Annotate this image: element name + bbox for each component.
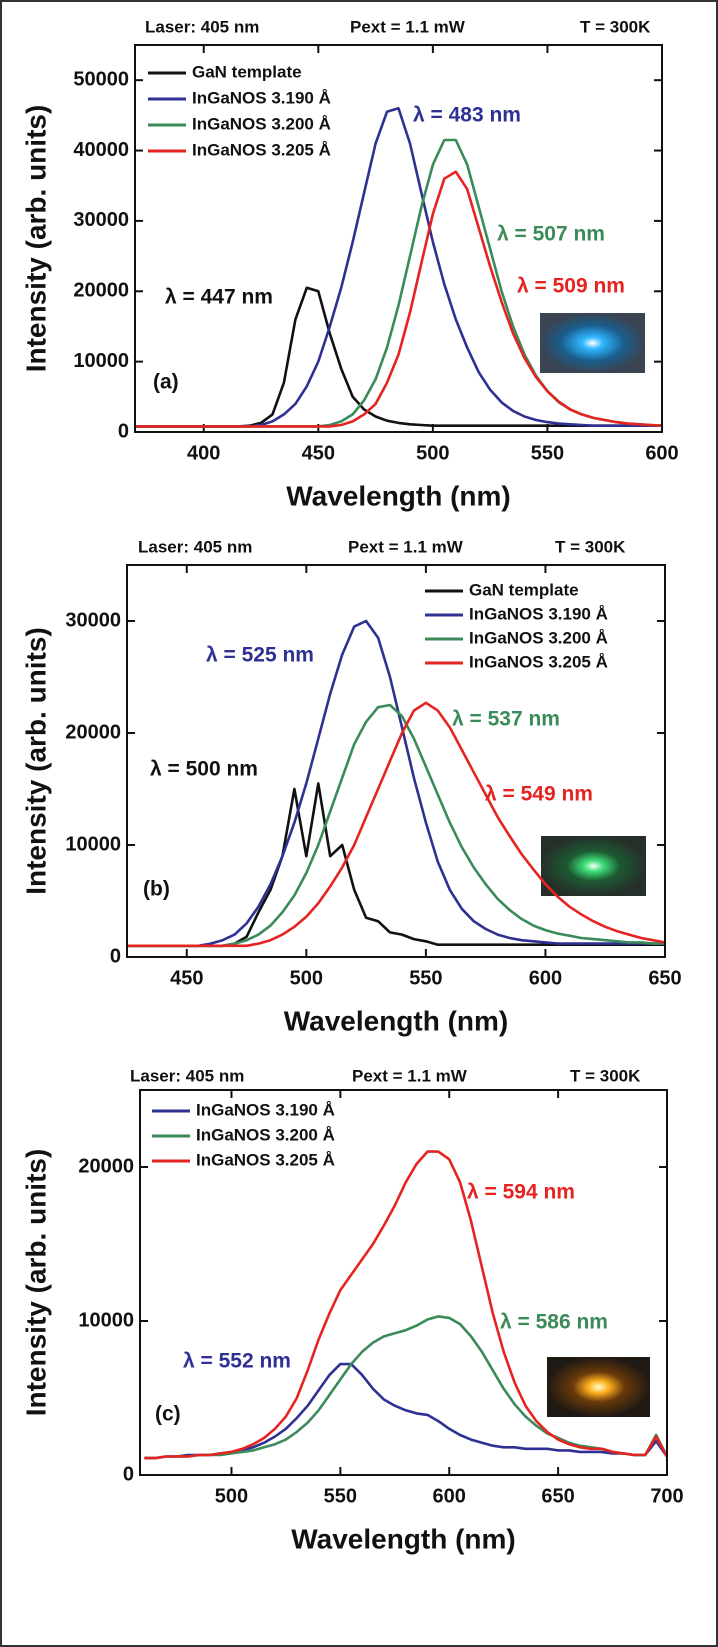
plot-frame [139, 1089, 668, 1476]
legend-label: InGaNOS 3.200 Å [192, 114, 331, 133]
x-tick-label: 600 [433, 1485, 466, 1507]
plot-frame [126, 564, 666, 958]
x-tick-label: 600 [529, 967, 562, 989]
inset-photo [540, 313, 645, 373]
panel: Laser: 405 nm Pext = 1.1 mW T = 300K 500 550… [20, 1066, 683, 1554]
y-tick-label: 10000 [78, 1309, 134, 1331]
annotation: (a) [153, 371, 179, 394]
y-tick-label: 10000 [73, 350, 129, 372]
annotation: λ = 447 nm [165, 286, 273, 309]
y-tick-label: 20000 [65, 721, 121, 743]
x-tick-label: 600 [645, 442, 678, 464]
series-line [144, 1150, 667, 1460]
y-tick-label: 0 [118, 420, 129, 442]
annotation: (b) [143, 878, 170, 901]
series-line [144, 1315, 667, 1460]
header-text: T = 300K [555, 537, 626, 556]
x-tick-label: 550 [324, 1485, 357, 1507]
annotation: λ = 500 nm [150, 758, 258, 781]
x-axis-label: Wavelength (nm) [286, 480, 511, 511]
legend-label: InGaNOS 3.205 Å [469, 652, 608, 671]
y-axis-label: Intensity (arb. units) [20, 627, 51, 895]
plot-frame [134, 44, 663, 433]
series-line [127, 701, 665, 948]
annotation: λ = 525 nm [206, 644, 314, 667]
y-tick-label: 30000 [73, 209, 129, 231]
x-tick-label: 550 [531, 442, 564, 464]
annotation: (c) [155, 1403, 181, 1426]
annotation: λ = 594 nm [467, 1181, 575, 1204]
legend-label: GaN template [192, 62, 302, 81]
header-text: Laser: 405 nm [138, 537, 252, 556]
y-tick-label: 0 [110, 945, 121, 967]
x-tick-label: 500 [215, 1485, 248, 1507]
x-tick-label: 450 [170, 967, 203, 989]
annotation: λ = 552 nm [183, 1350, 291, 1373]
x-tick-label: 500 [416, 442, 449, 464]
y-tick-label: 30000 [65, 609, 121, 631]
panel: Laser: 405 nm Pext = 1.1 mW T = 300K 400 450… [20, 17, 678, 511]
y-tick-label: 20000 [73, 280, 129, 302]
legend-label: InGaNOS 3.200 Å [469, 628, 608, 647]
header-text: Pext = 1.1 mW [352, 1066, 468, 1085]
header-text: Pext = 1.1 mW [350, 17, 466, 36]
x-axis-label: Wavelength (nm) [284, 1005, 509, 1036]
annotation: λ = 509 nm [517, 275, 625, 298]
header-text: T = 300K [580, 17, 651, 36]
header-text: Pext = 1.1 mW [348, 537, 464, 556]
annotation: λ = 537 nm [452, 708, 560, 731]
legend-label: InGaNOS 3.190 Å [469, 604, 608, 623]
header-text: T = 300K [570, 1066, 641, 1085]
y-tick-label: 0 [123, 1463, 134, 1485]
y-axis-label: Intensity (arb. units) [20, 1149, 51, 1417]
annotation: λ = 507 nm [497, 223, 605, 246]
x-tick-label: 500 [290, 967, 323, 989]
annotation: λ = 549 nm [485, 783, 593, 806]
legend-label: GaN template [469, 580, 579, 599]
series-line [127, 619, 665, 948]
legend-label: InGaNOS 3.190 Å [196, 1100, 335, 1119]
x-tick-label: 400 [187, 442, 220, 464]
header-text: Laser: 405 nm [130, 1066, 244, 1085]
legend-label: InGaNOS 3.205 Å [192, 140, 331, 159]
inset-photo [541, 836, 646, 896]
legend-label: InGaNOS 3.205 Å [196, 1150, 335, 1169]
panel: Laser: 405 nm Pext = 1.1 mW T = 300K 450 500… [20, 537, 681, 1036]
x-axis-label: Wavelength (nm) [291, 1523, 516, 1554]
legend-label: InGaNOS 3.190 Å [192, 88, 331, 107]
y-tick-label: 50000 [73, 68, 129, 90]
series-line [135, 170, 662, 428]
y-tick-label: 40000 [73, 139, 129, 161]
series-line [127, 703, 665, 948]
y-tick-label: 10000 [65, 833, 121, 855]
x-tick-label: 700 [650, 1485, 683, 1507]
header-text: Laser: 405 nm [145, 17, 259, 36]
x-tick-label: 450 [302, 442, 335, 464]
x-tick-label: 550 [409, 967, 442, 989]
y-axis-label: Intensity (arb. units) [20, 105, 51, 373]
legend-label: InGaNOS 3.200 Å [196, 1125, 335, 1144]
annotation: λ = 483 nm [413, 104, 521, 127]
x-tick-label: 650 [541, 1485, 574, 1507]
y-tick-label: 20000 [78, 1155, 134, 1177]
annotation: λ = 586 nm [500, 1311, 608, 1334]
inset-photo [547, 1357, 650, 1417]
x-tick-label: 650 [648, 967, 681, 989]
